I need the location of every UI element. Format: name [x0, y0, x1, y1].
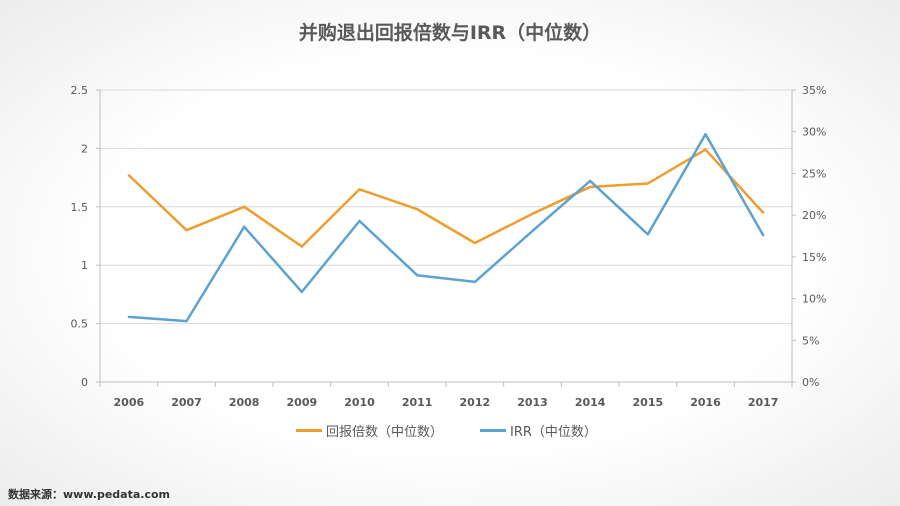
- data-point: [588, 179, 592, 183]
- x-tick-label: 2013: [517, 396, 548, 409]
- x-tick-label: 2012: [460, 396, 491, 409]
- data-point: [358, 188, 361, 191]
- data-point: [415, 274, 419, 277]
- y-left-tick-label: 0: [81, 376, 88, 389]
- data-point: [127, 315, 131, 319]
- data-point: [761, 233, 765, 237]
- y-right-tick-label: 20%: [802, 209, 826, 222]
- legend-label: IRR（中位数）: [510, 425, 597, 440]
- data-point: [761, 211, 765, 214]
- legend-swatch-blue: [480, 429, 506, 432]
- y-left-tick-label: 0.5: [71, 318, 89, 331]
- data-point: [646, 182, 650, 185]
- data-point: [127, 174, 131, 177]
- data-point: [531, 229, 534, 233]
- data-point: [646, 233, 650, 236]
- data-point: [473, 280, 477, 284]
- x-tick-label: 2016: [690, 396, 721, 409]
- y-right-tick-label: 0%: [802, 376, 819, 389]
- y-left-tick-label: 1.5: [71, 201, 89, 214]
- source-note: 数据来源：www.pedata.com: [8, 488, 170, 501]
- y-right-tick-label: 10%: [802, 293, 826, 306]
- legend-item-irr: IRR（中位数）: [480, 421, 597, 440]
- x-tick-label: 2009: [287, 396, 318, 409]
- legend-item-multiple: 回报倍数（中位数）: [296, 421, 443, 440]
- data-point: [531, 212, 534, 216]
- x-tick-label: 2006: [114, 396, 145, 409]
- chart-title: 并购退出回报倍数与IRR（中位数）: [298, 22, 602, 44]
- data-point: [242, 225, 246, 229]
- data-point: [588, 185, 592, 189]
- legend-swatch-orange: [296, 429, 322, 432]
- data-point: [242, 205, 246, 208]
- data-point: [185, 228, 188, 232]
- y-left-tick-label: 2: [81, 142, 88, 155]
- legend-label: 回报倍数（中位数）: [326, 425, 444, 440]
- y-right-tick-label: 30%: [802, 126, 826, 139]
- data-point: [358, 219, 361, 223]
- data-point: [415, 207, 419, 211]
- series-line-multiple: [127, 148, 765, 248]
- data-point: [300, 245, 304, 248]
- y-right-tick-label: 5%: [802, 334, 819, 347]
- data-point: [300, 290, 304, 294]
- y-left-tick-label: 2.5: [71, 84, 89, 97]
- x-tick-label: 2007: [171, 396, 202, 409]
- data-point: [704, 133, 707, 136]
- y-left-tick-label: 1: [81, 259, 88, 272]
- x-tick-label: 2010: [344, 396, 375, 409]
- data-point: [473, 241, 477, 245]
- y-right-tick-label: 35%: [802, 84, 826, 97]
- x-tick-label: 2015: [633, 396, 664, 409]
- x-tick-label: 2008: [229, 396, 260, 409]
- y-right-tick-label: 25%: [802, 167, 826, 180]
- y-right-tick-label: 15%: [802, 251, 826, 264]
- x-tick-label: 2011: [402, 396, 433, 409]
- series-line-irr: [128, 132, 765, 323]
- x-tick-label: 2017: [748, 396, 779, 409]
- data-point: [704, 148, 707, 151]
- data-point: [185, 319, 188, 323]
- x-tick-label: 2014: [575, 396, 606, 409]
